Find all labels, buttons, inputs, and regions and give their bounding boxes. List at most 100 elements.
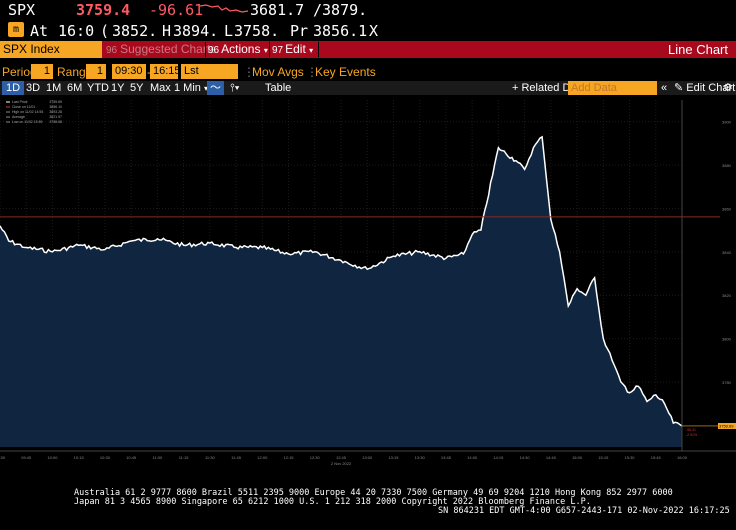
range-bar: 1D 3D 1M 6M YTD 1Y 5Y Max 1 Min ▾ 〜 ⫯▾ T…	[0, 81, 736, 95]
legend-label: High on 11/02 14:55	[12, 110, 43, 114]
x-axis: 09:30 09:45 10:00 10:15 10:30 10:45 11:00 11:15…	[0, 450, 736, 466]
mov-avgs-button[interactable]: Mov Avgs	[252, 65, 304, 79]
y-tick-label: 3860	[722, 206, 732, 211]
x-tick-label: 11:30	[205, 455, 215, 460]
edit-button[interactable]: 97 Edit ▾	[272, 42, 313, 57]
day-high-value: /3879.	[313, 1, 368, 19]
dash: -	[147, 65, 151, 79]
actions-button[interactable]: 96 Actions ▾	[208, 42, 268, 57]
footer-line-2: Japan 81 3 4565 8900 Singapore 65 6212 1…	[74, 497, 591, 507]
edit-num: 97	[272, 45, 284, 56]
x-tick-label: 10:45	[126, 455, 137, 460]
table-button[interactable]: Table	[265, 82, 292, 94]
open-prefix: (	[100, 22, 110, 40]
security-tab[interactable]: SPX Index	[0, 41, 102, 58]
range-1d[interactable]: 1D	[2, 81, 25, 95]
day-low-value: 3681.7	[250, 1, 305, 19]
x-tick-label: 12:30	[310, 455, 321, 460]
y-tick-label: 3840	[722, 250, 732, 255]
last-price-box	[718, 422, 736, 429]
sparkline-icon	[200, 4, 248, 13]
chevron-down-icon: ▾	[203, 84, 208, 93]
market-icon[interactable]: m	[8, 22, 24, 37]
x-tick-label: 09:30	[0, 455, 6, 460]
x-tick-label: 13:45	[441, 455, 452, 460]
change-tag-text: -2.51%	[686, 433, 697, 437]
y-tick-label: 3900	[722, 120, 732, 125]
price-chart[interactable]: 39003880386038403820380037803760 09:3009…	[0, 95, 736, 485]
high-prefix: H	[162, 22, 172, 40]
x-tick-label: 14:15	[493, 455, 504, 460]
low-value: 3758.	[234, 22, 280, 40]
price-area	[0, 136, 682, 447]
range-5y[interactable]: 5Y	[130, 82, 144, 94]
x-tick-label: 15:30	[625, 455, 636, 460]
add-data-input[interactable]: Add Data	[568, 81, 657, 95]
divider	[318, 42, 319, 57]
x-tick-label: 10:15	[74, 455, 85, 460]
suggested-charts-button[interactable]: 96 Suggested Charts	[104, 42, 216, 57]
range-1y[interactable]: 1Y	[111, 82, 125, 94]
x-tick-label: 16:00	[677, 455, 688, 460]
suggested-charts-num: 96	[106, 45, 118, 56]
quote-time: 16:0	[58, 22, 95, 40]
x-tick-label: 11:15	[179, 455, 189, 460]
legend-value: 3758.68	[49, 120, 62, 124]
key-events-button[interactable]: Key Events	[315, 65, 376, 79]
legend-value: 3821.97	[49, 115, 62, 119]
legend-label: Close on 11/01	[12, 105, 35, 109]
range-6m[interactable]: 6M	[67, 82, 83, 94]
related-data-button[interactable]: + Related Dat	[512, 82, 580, 94]
edit-label: Edit	[285, 42, 306, 56]
gear-icon[interactable]: ⚙	[723, 82, 733, 94]
prev-label: Pr	[290, 22, 309, 40]
range-input[interactable]: 1	[86, 64, 106, 79]
legend-label: Average	[12, 115, 25, 119]
interval-select[interactable]: 1 Min ▾	[174, 81, 208, 95]
last-price: 3759.4	[76, 1, 131, 19]
last-price-text: 3759.69	[719, 423, 734, 428]
start-time-input[interactable]: 09:30	[112, 64, 146, 79]
prev-value: 3856.1	[313, 22, 368, 40]
x-date-label: 2 Nov 2022	[331, 461, 352, 466]
last-trade-select[interactable]: Lst Trd/Lst P	[181, 64, 238, 92]
y-tick-label: 3820	[722, 293, 732, 298]
change-tag-text: -96.41	[686, 428, 696, 432]
edit-chart-button[interactable]: ✎ Edit Chart	[674, 82, 736, 94]
x-tick-label: 13:30	[415, 455, 426, 460]
price-change: -96.61	[149, 1, 204, 19]
high-value: 3894.	[173, 22, 219, 40]
quote-detail-row: m At 16:0 ( 3852. H 3894. L 3758. Pr 385…	[0, 21, 736, 40]
chart-params: Period 1 Range 1 09:30 - 16:15 Lst Trd/L…	[0, 64, 736, 92]
period-input[interactable]: 1	[31, 64, 53, 79]
chart-legend: Last Price 3759.69 Close on 11/01 3856.10 Hi…	[6, 100, 62, 124]
interval-label: 1 Min	[174, 82, 201, 94]
footer: Australia 61 2 9777 8600 Brazil 5511 239…	[0, 486, 736, 530]
end-time-input[interactable]: 16:15	[150, 64, 181, 79]
x-tick-label: 14:45	[546, 455, 557, 460]
range-ytd[interactable]: YTD	[87, 82, 109, 94]
x-label: X	[369, 22, 379, 40]
footer-line-3: SN 864231 EDT GMT-4:00 G657-2443-171 02-…	[438, 506, 730, 516]
legend-value: 3893.28	[49, 110, 62, 114]
legend-value: 3856.10	[49, 105, 62, 109]
chart-style-icon[interactable]: ⫯▾	[230, 82, 240, 94]
range-1m[interactable]: 1M	[46, 82, 62, 94]
x-tick-label: 15:15	[598, 455, 609, 460]
range-max[interactable]: Max	[150, 82, 171, 94]
divider	[269, 42, 270, 57]
related-data-label: Related Dat	[521, 82, 580, 94]
range-3d[interactable]: 3D	[26, 82, 41, 94]
price-line	[0, 135, 683, 427]
x-tick-label: 12:15	[284, 455, 295, 460]
footer-line-1: Australia 61 2 9777 8600 Brazil 5511 239…	[74, 488, 673, 498]
legend-label: Last Price	[12, 100, 28, 104]
divider	[205, 42, 206, 57]
ticker-symbol: SPX	[8, 1, 36, 19]
x-tick-label: 15:45	[651, 455, 662, 460]
x-tick-label: 10:30	[100, 455, 111, 460]
period-label: Period	[2, 65, 37, 79]
x-tick-label: 09:45	[21, 455, 32, 460]
collapse-icon[interactable]: «	[661, 82, 668, 94]
line-style-icon[interactable]: 〜	[207, 81, 224, 95]
